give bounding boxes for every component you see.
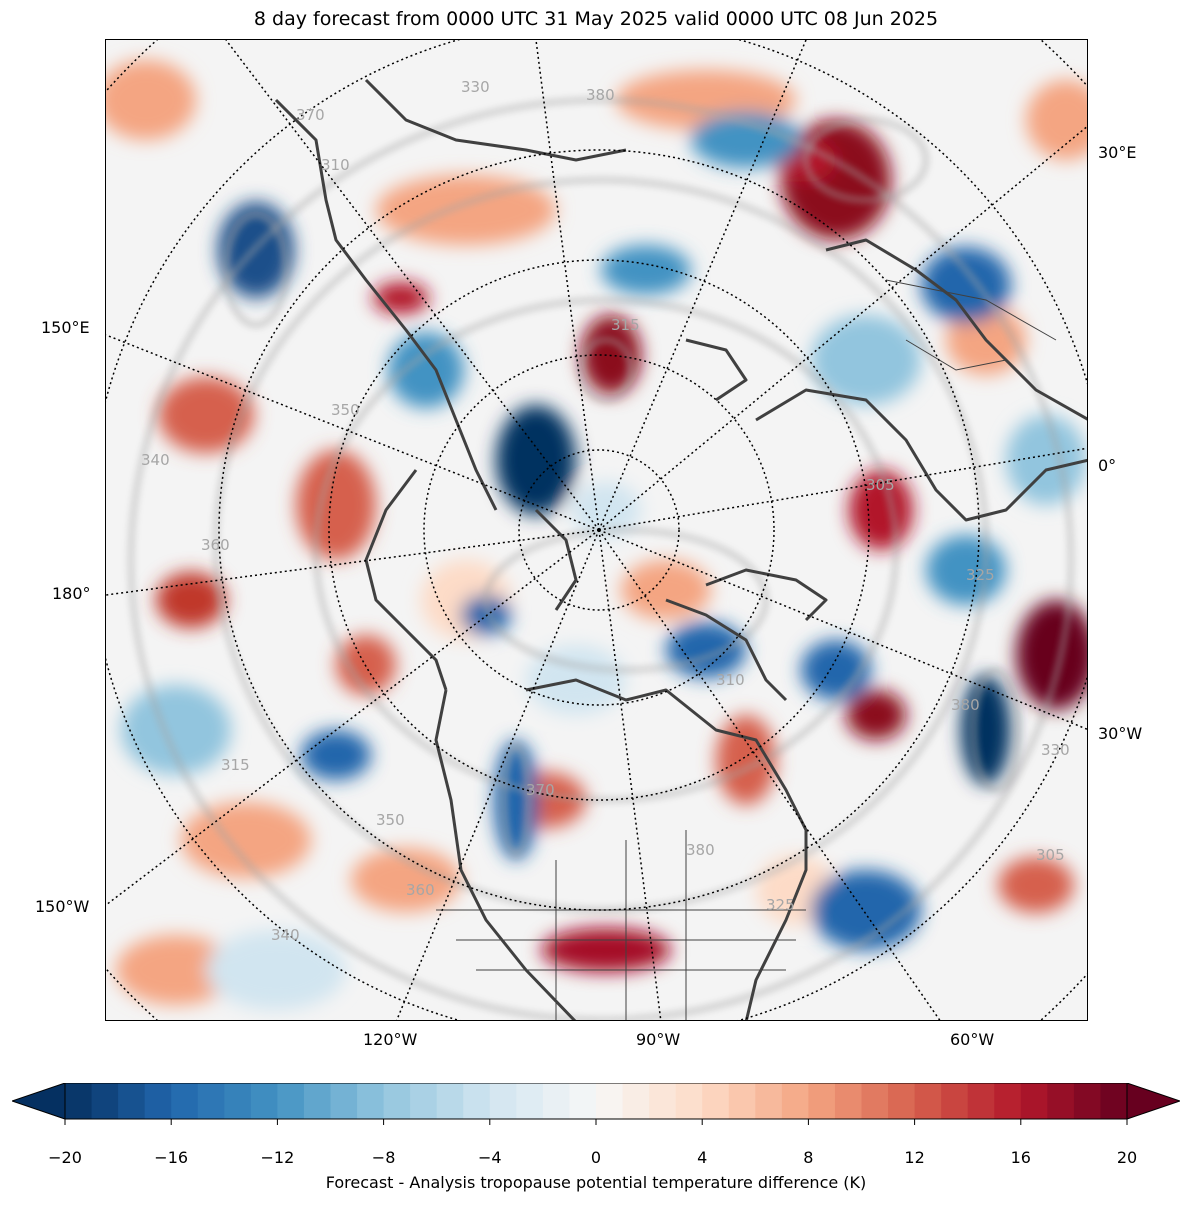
colorbar-segment bbox=[967, 1083, 995, 1119]
lon-label-90w: 90°W bbox=[636, 1030, 681, 1049]
graticule bbox=[106, 40, 1087, 1020]
colorbar-segment bbox=[834, 1083, 863, 1119]
contour-label: 360 bbox=[201, 536, 230, 554]
lon-label-150w: 150°W bbox=[35, 897, 90, 916]
colorbar-segment bbox=[994, 1083, 1022, 1119]
colorbar-segment bbox=[118, 1083, 146, 1119]
colorbar-segment bbox=[516, 1083, 544, 1119]
colorbar-segment bbox=[728, 1083, 756, 1119]
colorbar-extend-max bbox=[1127, 1083, 1180, 1119]
contour-label: 340 bbox=[271, 926, 300, 944]
contour-label: 330 bbox=[1086, 276, 1088, 294]
colorbar-tick-label: −20 bbox=[48, 1148, 82, 1167]
colorbar-extend-min bbox=[12, 1083, 65, 1119]
contour-label: 310 bbox=[321, 156, 350, 174]
contour-label: 330 bbox=[461, 78, 490, 96]
colorbar-tick-label: 20 bbox=[1116, 1148, 1138, 1167]
colorbar-segment bbox=[622, 1083, 650, 1119]
colorbar-segment bbox=[1047, 1083, 1075, 1119]
colorbar-tick-label: 4 bbox=[697, 1148, 708, 1167]
colorbar-segment bbox=[1020, 1083, 1048, 1119]
colorbar-segment bbox=[781, 1083, 809, 1119]
colorbar-segment bbox=[888, 1083, 916, 1119]
contour-label: 350 bbox=[376, 811, 405, 829]
figure-title: 8 day forecast from 0000 UTC 31 May 2025… bbox=[253, 8, 939, 30]
contour-label: 380 bbox=[951, 696, 980, 714]
colorbar-segment bbox=[383, 1083, 411, 1119]
polar-map: 380 330 370 310 315 350 340 360 305 325 380 330 370 3… bbox=[105, 39, 1088, 1021]
contour-label: 370 bbox=[526, 781, 555, 799]
contour-label: 360 bbox=[406, 881, 435, 899]
contour-label: 340 bbox=[141, 451, 170, 469]
colorbar-segment bbox=[542, 1083, 571, 1119]
colorbar-tick-label: −4 bbox=[478, 1148, 502, 1167]
colorbar-segment bbox=[463, 1083, 491, 1119]
lon-label-180: 180° bbox=[52, 584, 91, 603]
contour-label: 380 bbox=[686, 841, 715, 859]
colorbar-tick-label: 16 bbox=[1010, 1148, 1031, 1167]
contour-label: 325 bbox=[966, 566, 995, 584]
colorbar-segment bbox=[144, 1083, 172, 1119]
colorbar-segment bbox=[277, 1083, 305, 1119]
colorbar-segment bbox=[436, 1083, 464, 1119]
contour-label: 325 bbox=[766, 896, 795, 914]
colorbar-segment bbox=[702, 1083, 730, 1119]
colorbar-tick-label: 12 bbox=[904, 1148, 925, 1167]
tropopause-contours bbox=[129, 98, 1073, 1020]
coastlines bbox=[274, 78, 1087, 1020]
lon-label-60w: 60°W bbox=[950, 1030, 995, 1049]
lon-label-150e: 150°E bbox=[41, 318, 90, 337]
contour-label: 330 bbox=[1041, 741, 1070, 759]
contour-label: 315 bbox=[611, 316, 640, 334]
contour-labels: 380 330 370 310 315 350 340 360 305 325 380 330 370 3… bbox=[141, 78, 1088, 944]
colorbar-segment bbox=[941, 1083, 969, 1119]
colorbar-segment bbox=[1073, 1083, 1102, 1119]
colorbar-segment bbox=[1100, 1083, 1128, 1119]
colorbar-segment bbox=[649, 1083, 677, 1119]
lon-label-120w: 120°W bbox=[363, 1030, 418, 1049]
colorbar-tick-label: 8 bbox=[803, 1148, 814, 1167]
colorbar-segments bbox=[12, 1083, 1180, 1119]
colorbar-segment bbox=[357, 1083, 385, 1119]
lon-label-30e: 30°E bbox=[1098, 143, 1137, 162]
temperature-difference-field bbox=[106, 60, 1087, 1010]
colorbar-tick-label: −8 bbox=[371, 1148, 396, 1167]
colorbar-segment bbox=[91, 1083, 119, 1119]
colorbar-segment bbox=[410, 1083, 438, 1119]
contour-label: 305 bbox=[1036, 846, 1065, 864]
political-borders bbox=[436, 279, 1057, 1020]
colorbar-segment bbox=[197, 1083, 225, 1119]
colorbar-label: Forecast - Analysis tropopause potential… bbox=[325, 1173, 867, 1192]
colorbar-segment bbox=[224, 1083, 252, 1119]
colorbar-tick-label: 0 bbox=[590, 1148, 602, 1167]
colorbar-segment bbox=[65, 1083, 93, 1119]
colorbar bbox=[12, 1083, 1180, 1125]
contour-label: 370 bbox=[296, 106, 325, 124]
colorbar-tick-label: −12 bbox=[260, 1148, 295, 1167]
colorbar-segment bbox=[303, 1083, 332, 1119]
colorbar-segment bbox=[914, 1083, 942, 1119]
colorbar-segment bbox=[171, 1083, 199, 1119]
colorbar-tick-label: −16 bbox=[154, 1148, 189, 1167]
colorbar-segment bbox=[330, 1083, 358, 1119]
contour-label: 310 bbox=[716, 671, 745, 689]
colorbar-segment bbox=[755, 1083, 783, 1119]
colorbar-segment bbox=[675, 1083, 703, 1119]
contour-label: 305 bbox=[866, 476, 895, 494]
colorbar-segment bbox=[596, 1083, 624, 1119]
lon-label-0: 0° bbox=[1098, 456, 1117, 475]
colorbar-segment bbox=[861, 1083, 889, 1119]
colorbar-segment bbox=[489, 1083, 517, 1119]
lon-label-30w: 30°W bbox=[1098, 724, 1143, 743]
contour-label: 315 bbox=[221, 756, 250, 774]
colorbar-segment bbox=[808, 1083, 836, 1119]
contour-label: 380 bbox=[586, 86, 615, 104]
colorbar-segment bbox=[250, 1083, 278, 1119]
contour-label: 350 bbox=[331, 401, 360, 419]
colorbar-segment bbox=[569, 1083, 597, 1119]
